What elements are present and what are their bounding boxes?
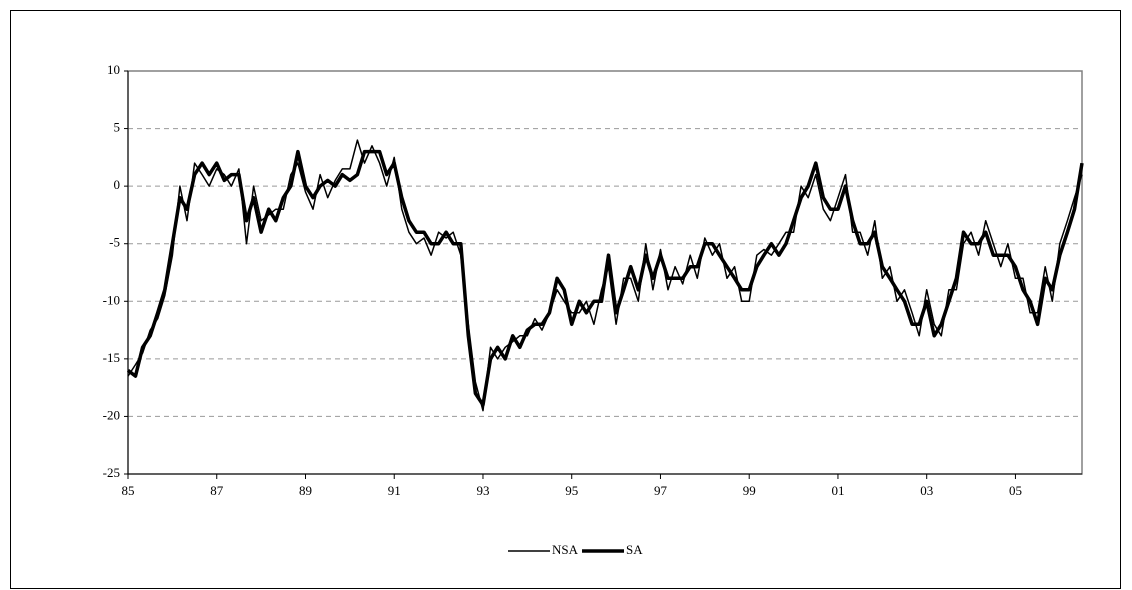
y-tick-label: -15 — [103, 350, 120, 365]
y-tick-label: 0 — [114, 177, 121, 192]
x-tick-label: 03 — [920, 483, 933, 498]
legend-label: SA — [626, 542, 643, 557]
y-tick-label: -5 — [109, 235, 120, 250]
x-tick-label: 01 — [831, 483, 844, 498]
x-tick-label: 99 — [743, 483, 756, 498]
y-tick-label: -25 — [103, 465, 120, 480]
y-tick-label: 10 — [107, 62, 120, 77]
series-line — [126, 149, 1084, 407]
y-tick-label: 5 — [114, 120, 121, 135]
x-tick-label: 91 — [388, 483, 401, 498]
x-tick-label: 95 — [565, 483, 578, 498]
legend-label: NSA — [552, 542, 579, 557]
y-tick-label: -10 — [103, 292, 120, 307]
x-tick-label: 93 — [476, 483, 489, 498]
y-tick-label: -20 — [103, 407, 120, 422]
x-tick-label: 87 — [210, 483, 224, 498]
x-tick-label: 89 — [299, 483, 312, 498]
x-tick-label: 85 — [122, 483, 135, 498]
x-tick-label: 97 — [654, 483, 668, 498]
x-tick-label: 05 — [1009, 483, 1022, 498]
